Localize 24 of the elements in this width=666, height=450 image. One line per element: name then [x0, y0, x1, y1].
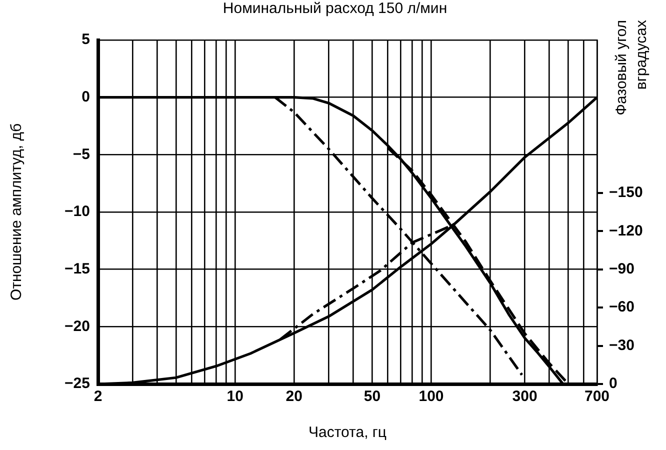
y-axis-title: Отношение амплитуд, дб	[8, 123, 26, 301]
x-tick-label: 50	[364, 388, 381, 406]
x-tick-label: 300	[512, 388, 538, 406]
chart-title: Номинальный расход 150 л/мин	[222, 0, 448, 18]
y2-tick-label: 0	[609, 375, 618, 392]
y2-axis-title: Фазовый угол вградусах	[613, 20, 650, 116]
x-tick-label: 20	[286, 388, 302, 406]
y-tick-label: −5	[72, 146, 90, 163]
y2-tick-label: −150	[609, 184, 643, 202]
y-tick-label: −20	[64, 318, 90, 335]
x-tick-label: 100	[418, 388, 444, 406]
x-tick-label: 2	[94, 388, 102, 406]
x-tick-label: 10	[226, 388, 244, 406]
y2-tick-label: −60	[609, 298, 634, 316]
y-tick-label: 5	[82, 31, 90, 48]
y-tick-label: −15	[64, 260, 90, 278]
y-tick-label: −25	[64, 375, 90, 392]
y2-tick-label: −90	[609, 260, 634, 278]
y-tick-label: 0	[82, 88, 90, 106]
x-axis-title: Частота, гц	[308, 424, 387, 442]
x-tick-label: 700	[584, 388, 610, 406]
y-tick-label: −10	[64, 203, 90, 220]
y2-tick-label: −30	[609, 336, 634, 354]
y2-tick-label: −120	[609, 222, 643, 240]
